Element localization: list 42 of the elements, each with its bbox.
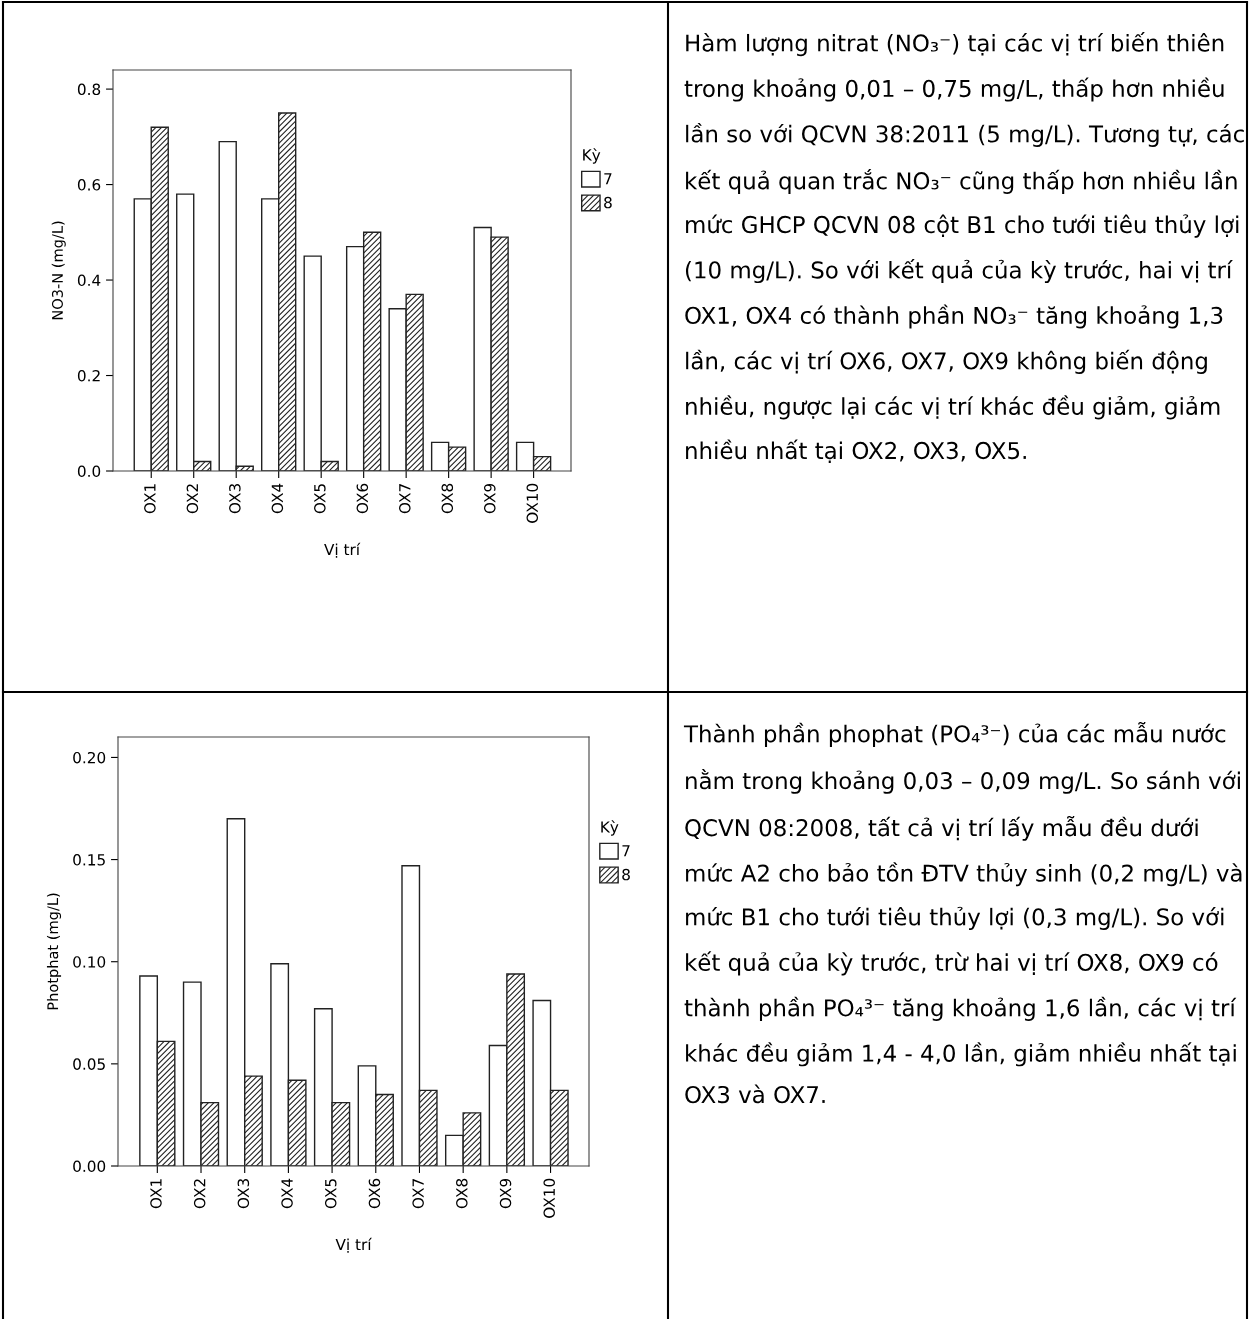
x-tick-label: OX5 bbox=[324, 1179, 337, 1209]
text: Thành phần phophat (PO₄³⁻) của các mẫu nước nằm trong khoảng 0,03 – 0,09 mg/L. So sánh với QCVN 08:2008, tất cả vị trí lấy mẫu đều dưới mức A2 cho bảo tồn ĐTV thủy sinh (0,2 mg/L) và mức B1 cho tưới tiêu thủy lợi (0,3 mg/L). So với kết quả của kỳ trước, trừ hai vị trí OX8, OX9 có thành phần PO₄³⁻ tăng khoảng 1,6 lần, các vị trí khác đều giảm 1,4 - 4,0 lần, giảm nhiều nhất tại OX3 và OX7. bbox=[683, 722, 1242, 1104]
y-tick-label: 0.10 bbox=[73, 956, 106, 968]
x-tick-label: OX1 bbox=[144, 484, 156, 514]
x-tick-label: OX4 bbox=[281, 1178, 293, 1209]
y-tick-label: 0.4 bbox=[77, 274, 101, 287]
x-tick-label: OX7 bbox=[412, 1179, 424, 1209]
y-tick-label: 0.00 bbox=[73, 1160, 106, 1173]
x-tick-label: OX10 bbox=[543, 1178, 555, 1218]
y-tick-label: 0.2 bbox=[77, 369, 100, 382]
x-tick-label: OX9 bbox=[499, 1178, 512, 1209]
y-tick-label: 0.20 bbox=[73, 751, 106, 764]
y-axis-title: Photphat (mg/L) bbox=[46, 893, 62, 1010]
legend-label: 8 bbox=[622, 868, 630, 881]
y-axis-title: NO3-N (mg/L) bbox=[51, 221, 66, 320]
legend-title: Kỳ bbox=[601, 820, 619, 836]
legend-label: 8 bbox=[604, 196, 612, 209]
x-axis-title: Vị trí bbox=[324, 542, 361, 558]
x-tick-label: OX9 bbox=[484, 483, 496, 514]
x-tick-label: OX7 bbox=[399, 484, 411, 514]
x-tick-label: OX3 bbox=[237, 1179, 250, 1209]
x-tick-label: OX8 bbox=[456, 1178, 468, 1209]
x-tick-label: OX10 bbox=[526, 483, 539, 523]
y-tick-label: 0.05 bbox=[73, 1058, 105, 1070]
x-tick-label: OX5 bbox=[314, 484, 326, 514]
x-tick-label: OX8 bbox=[441, 483, 454, 514]
x-tick-label: OX1 bbox=[150, 1179, 162, 1209]
x-tick-label: OX6 bbox=[368, 1178, 381, 1209]
legend-label: 7 bbox=[622, 845, 630, 857]
x-tick-label: OX6 bbox=[356, 483, 369, 514]
y-tick-label: 0.0 bbox=[77, 465, 101, 478]
text: Hàm lượng nitrat (NO₃⁻) tại các vị trí biến thiên trong khoảng 0,01 – 0,75 mg/L, thấp hơn nhiều lần so với QCVN 38:2011 (5 mg/L). Tương tự, các kết quả quan trắc NO₃⁻ cũng thấp hơn nhiều lần mức GHCP QCVN 08 cột B1 cho tưới tiêu thủy lợi (10 mg/L). So với kết quả của kỳ trước, hai vị trí OX1, OX4 có thành phần NO₃⁻ tăng khoảng 1,3 lần, các vị trí OX6, OX7, OX9 không biến động nhiều, ngược lại các vị trí khác đều giảm, giảm nhiều nhất tại OX2, OX3, OX5. bbox=[684, 32, 1244, 464]
x-tick-label: OX2 bbox=[193, 1179, 206, 1209]
x-tick-label: OX3 bbox=[229, 484, 241, 514]
x-tick-label: OX4 bbox=[271, 483, 284, 514]
y-tick-label: 0.6 bbox=[77, 179, 101, 191]
y-tick-label: 0.15 bbox=[73, 854, 105, 866]
x-axis-title: Vị trí bbox=[335, 1237, 372, 1253]
legend-title: Kỳ bbox=[583, 148, 601, 164]
x-tick-label: OX2 bbox=[186, 484, 199, 514]
legend-label: 7 bbox=[604, 173, 612, 185]
y-tick-label: 0.8 bbox=[77, 83, 101, 96]
